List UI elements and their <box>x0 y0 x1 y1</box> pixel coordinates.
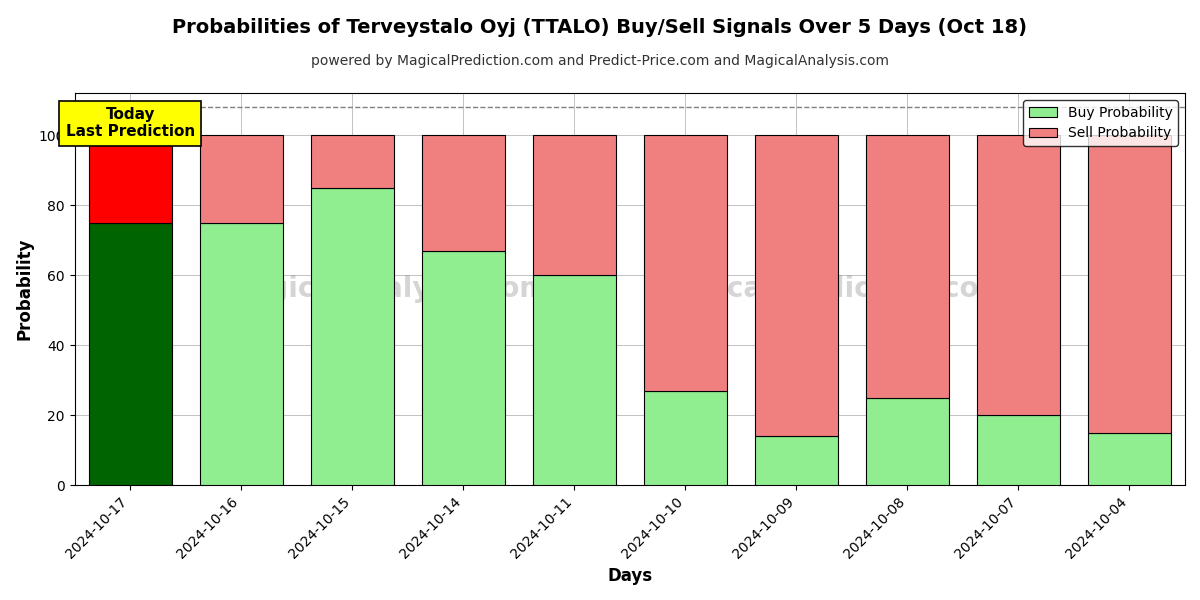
Bar <box>533 275 616 485</box>
Bar <box>865 135 949 398</box>
Bar <box>421 135 505 251</box>
Legend: Buy Probability, Sell Probability: Buy Probability, Sell Probability <box>1024 100 1178 146</box>
Text: powered by MagicalPrediction.com and Predict-Price.com and MagicalAnalysis.com: powered by MagicalPrediction.com and Pre… <box>311 54 889 68</box>
Bar <box>643 135 727 391</box>
Text: Probabilities of Terveystalo Oyj (TTALO) Buy/Sell Signals Over 5 Days (Oct 18): Probabilities of Terveystalo Oyj (TTALO)… <box>173 18 1027 37</box>
Bar <box>865 398 949 485</box>
Bar <box>199 223 283 485</box>
Bar <box>421 251 505 485</box>
Text: MagicalPrediction.com: MagicalPrediction.com <box>652 275 1008 303</box>
Bar <box>311 188 394 485</box>
Bar <box>533 135 616 275</box>
Bar <box>755 135 838 436</box>
Text: MagicalAnalysis.com: MagicalAnalysis.com <box>222 275 548 303</box>
Text: Today
Last Prediction: Today Last Prediction <box>66 107 194 139</box>
Bar <box>89 135 172 223</box>
Bar <box>977 415 1060 485</box>
Bar <box>199 135 283 223</box>
Bar <box>89 223 172 485</box>
Bar <box>1088 433 1171 485</box>
Bar <box>643 391 727 485</box>
X-axis label: Days: Days <box>607 567 653 585</box>
Y-axis label: Probability: Probability <box>16 238 34 340</box>
Bar <box>755 436 838 485</box>
Bar <box>1088 135 1171 433</box>
Bar <box>311 135 394 188</box>
Bar <box>977 135 1060 415</box>
